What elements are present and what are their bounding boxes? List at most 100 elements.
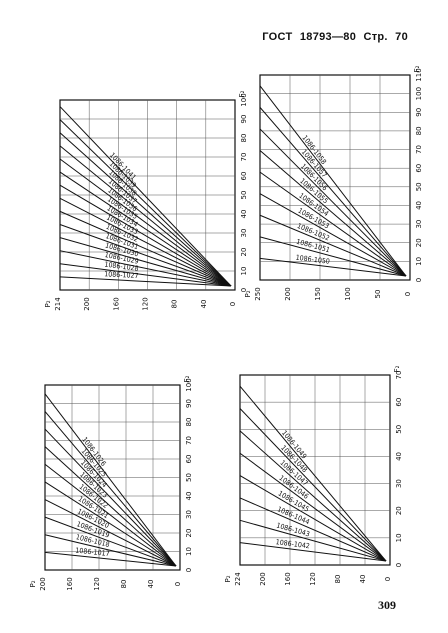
series-line bbox=[259, 85, 407, 277]
v-tick-label: 0 bbox=[240, 288, 248, 292]
h-tick-label: 200 bbox=[284, 287, 292, 300]
v-tick-label: 100 bbox=[240, 93, 248, 106]
series-label: 1086-1027 bbox=[104, 270, 139, 280]
h-tick-label: 200 bbox=[259, 572, 267, 585]
v-tick-label: 80 bbox=[185, 418, 193, 427]
v-tick-label: 0 bbox=[185, 568, 193, 572]
series-line bbox=[59, 119, 232, 287]
h-tick-label: 40 bbox=[200, 300, 208, 309]
v-tick-label: 60 bbox=[185, 455, 193, 464]
h-tick-label: 120 bbox=[142, 297, 150, 310]
series-line bbox=[239, 542, 387, 562]
v-tick-label: 30 bbox=[415, 220, 423, 229]
h-tick-label: 250 bbox=[254, 287, 262, 300]
v-tick-label: 40 bbox=[395, 452, 403, 461]
v-tick-label: 70 bbox=[240, 153, 248, 162]
series-line bbox=[239, 452, 387, 562]
series-line bbox=[59, 106, 232, 287]
series-line bbox=[44, 534, 177, 567]
series-line bbox=[59, 263, 232, 287]
series-line bbox=[44, 499, 177, 567]
series-line bbox=[59, 224, 232, 287]
v-tick-label: 50 bbox=[240, 191, 248, 200]
series-line bbox=[59, 145, 232, 287]
series-line bbox=[259, 257, 407, 277]
h-tick-label: 160 bbox=[112, 297, 120, 310]
v-tick-label: 20 bbox=[185, 529, 193, 538]
series-line bbox=[259, 171, 407, 277]
v-tick-label: 60 bbox=[395, 398, 403, 407]
series-line bbox=[239, 497, 387, 562]
series-line bbox=[44, 463, 177, 567]
v-tick-label: 70 bbox=[415, 145, 423, 154]
h-tick-label: 200 bbox=[83, 297, 91, 310]
series-line bbox=[44, 481, 177, 567]
v-tick-label: 100 bbox=[185, 378, 193, 391]
v-unit-label: F₂ bbox=[238, 90, 246, 97]
v-tick-label: 30 bbox=[240, 229, 248, 238]
v-tick-label: 60 bbox=[415, 164, 423, 173]
v-tick-label: 70 bbox=[395, 371, 403, 380]
series-line bbox=[44, 428, 177, 567]
series-line bbox=[259, 214, 407, 277]
h-tick-label: 214 bbox=[54, 297, 62, 311]
standard-label: ГОСТ bbox=[262, 31, 293, 43]
series-line bbox=[59, 132, 232, 287]
v-tick-label: 0 bbox=[415, 278, 423, 282]
v-unit-label: F₂ bbox=[413, 65, 421, 72]
v-tick-label: 20 bbox=[415, 238, 423, 247]
h-unit-label: P₂ bbox=[244, 290, 252, 297]
v-tick-label: 70 bbox=[185, 436, 193, 445]
h-tick-label: 200 bbox=[39, 577, 47, 590]
page-number: 309 bbox=[378, 598, 396, 612]
h-tick-label: 50 bbox=[374, 290, 382, 299]
h-tick-label: 80 bbox=[171, 300, 179, 309]
series-line bbox=[259, 150, 407, 277]
series-line bbox=[44, 551, 177, 567]
series-line bbox=[239, 408, 387, 562]
series-line bbox=[59, 237, 232, 287]
series-line bbox=[259, 193, 407, 277]
series-line bbox=[59, 197, 232, 287]
series-line bbox=[59, 210, 232, 287]
h-tick-label: 100 bbox=[344, 287, 352, 300]
page-header: ГОСТ 18793—80 Стр. 70 bbox=[258, 31, 408, 43]
series-line bbox=[259, 236, 407, 277]
v-tick-label: 110 bbox=[415, 68, 423, 81]
series-label: 1086-1017 bbox=[75, 547, 110, 559]
series-line bbox=[239, 519, 387, 562]
series-label: 1086-1050 bbox=[295, 254, 330, 266]
h-tick-label: 40 bbox=[359, 575, 367, 584]
series-line bbox=[59, 158, 232, 287]
h-tick-label: 80 bbox=[120, 580, 128, 589]
v-tick-label: 90 bbox=[415, 108, 423, 117]
v-tick-label: 100 bbox=[415, 87, 423, 100]
h-tick-label: 160 bbox=[66, 577, 74, 590]
v-tick-label: 80 bbox=[240, 134, 248, 143]
series-line bbox=[59, 276, 232, 287]
v-tick-label: 40 bbox=[415, 201, 423, 210]
v-tick-label: 50 bbox=[395, 425, 403, 434]
h-unit-label: P₂ bbox=[44, 300, 52, 307]
h-tick-label: 0 bbox=[384, 577, 392, 581]
v-tick-label: 0 bbox=[395, 563, 403, 567]
series-line bbox=[259, 128, 407, 277]
chart-frame bbox=[259, 74, 411, 281]
v-tick-label: 50 bbox=[415, 182, 423, 191]
v-unit-label: F₂ bbox=[183, 375, 191, 382]
v-tick-label: 30 bbox=[395, 479, 403, 488]
h-tick-label: 0 bbox=[404, 292, 412, 296]
page-label: Стр. bbox=[363, 31, 388, 43]
series-line bbox=[44, 411, 177, 567]
series-line bbox=[239, 385, 387, 562]
h-tick-label: 0 bbox=[229, 302, 237, 306]
h-unit-label: P₂ bbox=[224, 575, 232, 582]
v-tick-label: 80 bbox=[415, 126, 423, 135]
h-tick-label: 40 bbox=[147, 580, 155, 589]
series-line bbox=[239, 475, 387, 562]
v-tick-label: 20 bbox=[395, 506, 403, 515]
